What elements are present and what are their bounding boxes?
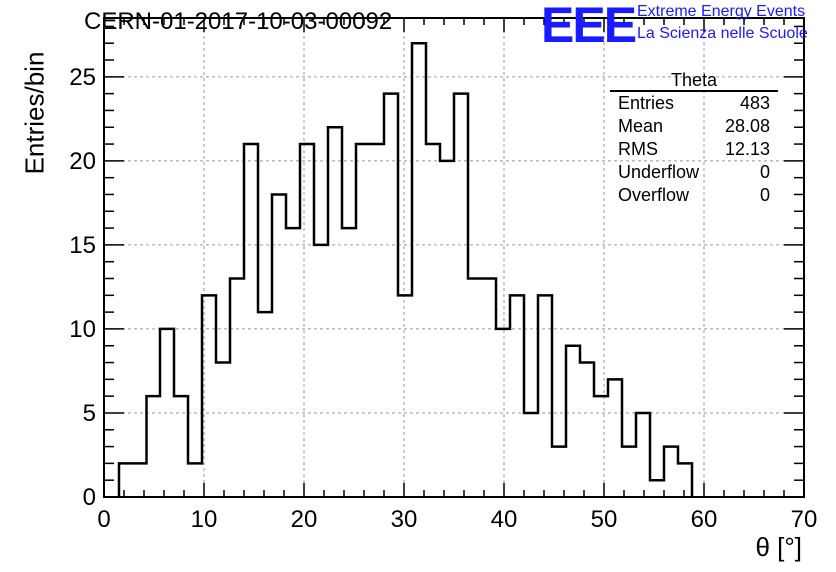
stats-row-mean: Mean 28.08 — [610, 115, 778, 138]
plot-frame — [103, 17, 805, 498]
stats-value: 28.08 — [724, 116, 770, 136]
y-tick-label: 25 — [69, 64, 96, 91]
x-tick-label: 30 — [391, 506, 418, 533]
stats-value: 0 — [759, 162, 770, 182]
y-tick-label: 20 — [69, 148, 96, 175]
x-axis-label: θ [°] — [755, 532, 802, 562]
y-axis-label: Entries/bin — [19, 51, 50, 175]
stats-value: 483 — [739, 93, 770, 113]
histogram-series — [117, 41, 694, 497]
axis-ticks — [103, 18, 805, 498]
stats-row-rms: RMS 12.13 — [610, 138, 778, 161]
stats-label: Overflow — [618, 185, 690, 205]
y-tick-label: 15 — [69, 232, 96, 259]
stats-row-overflow: Overflow 0 — [610, 184, 778, 207]
y-tick-label: 0 — [83, 484, 96, 511]
x-tick-label: 50 — [591, 506, 618, 533]
stats-row-entries: Entries 483 — [610, 92, 778, 115]
x-tick-label: 10 — [191, 506, 218, 533]
stats-value: 12.13 — [724, 139, 770, 159]
x-tick-label: 40 — [491, 506, 518, 533]
x-tick-label: 70 — [791, 506, 818, 533]
stats-box: Theta Entries 483 Mean 28.08 RMS 12.13 U… — [610, 70, 778, 207]
logo-caption-line2: La Scienza nelle Scuole — [637, 25, 808, 42]
y-tick-label: 10 — [69, 316, 96, 343]
logo-caption-line1: Extreme Energy Events — [637, 3, 806, 20]
x-tick-label: 60 — [691, 506, 718, 533]
x-tick-label: 20 — [291, 506, 318, 533]
x-tick-label: 0 — [97, 506, 110, 533]
y-tick-label: 5 — [83, 400, 96, 427]
tick-labels: 0 10 20 30 40 50 60 70 0 5 10 15 20 25 — [69, 64, 817, 533]
run-title: CERN-01-2017-10-03-00092 — [84, 8, 393, 35]
stats-title: Theta — [610, 70, 778, 92]
stats-row-underflow: Underflow 0 — [610, 161, 778, 184]
stats-label: Mean — [618, 116, 664, 136]
stats-label: Underflow — [618, 162, 700, 182]
stats-label: RMS — [618, 139, 658, 159]
stats-label: Entries — [618, 93, 675, 113]
stats-value: 0 — [759, 185, 770, 205]
eee-logo: EEE — [541, 0, 637, 53]
